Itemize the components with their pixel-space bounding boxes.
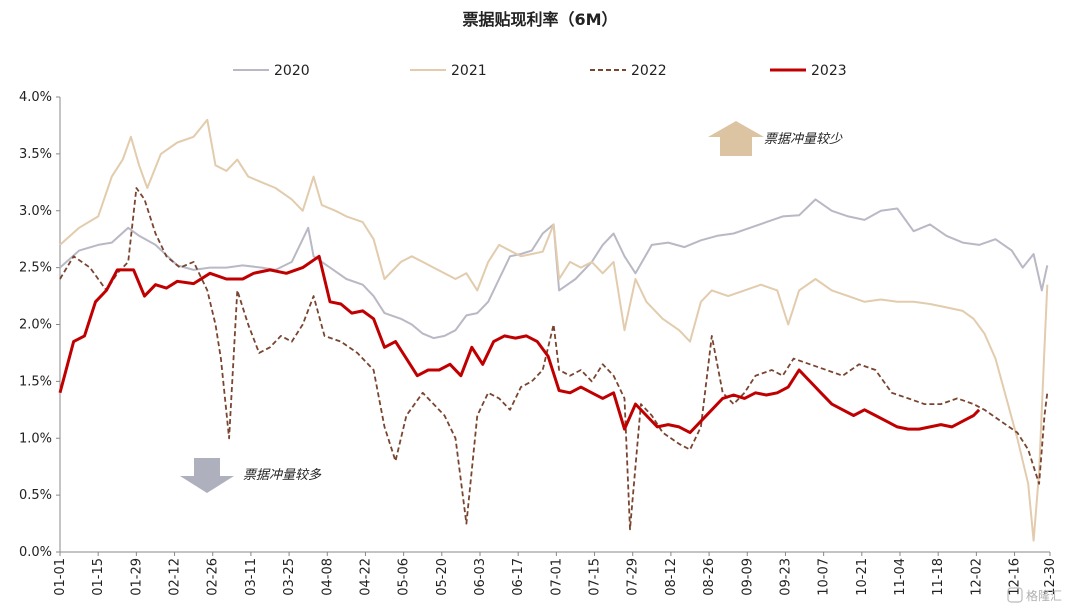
- x-tick-label: 02-26: [206, 558, 221, 596]
- series-line-2023: [58, 254, 981, 435]
- annotation-less-volume-text: 票据冲量较少: [764, 132, 843, 147]
- y-tick-label: 0.0%: [19, 545, 52, 560]
- y-tick-label: 2.5%: [19, 261, 52, 276]
- x-tick-label: 04-22: [358, 558, 373, 596]
- x-tick-label: 04-08: [320, 558, 335, 596]
- x-tick-label: 07-29: [626, 558, 641, 596]
- watermark-text: 格隆汇: [1026, 588, 1062, 603]
- chart-legend: 2020 2021 2022 2023: [233, 63, 847, 79]
- legend-label-2022: 2022: [631, 63, 667, 79]
- x-tick-label: 11-18: [931, 558, 946, 596]
- x-tick-label: 07-01: [549, 558, 564, 596]
- annotation-more-volume-text: 票据冲量较多: [243, 468, 322, 483]
- y-tick-label: 1.5%: [19, 374, 52, 389]
- y-tick-label: 3.0%: [19, 204, 52, 219]
- series-layer: [58, 118, 1049, 542]
- x-tick-label: 09-23: [778, 558, 793, 596]
- x-tick-label: 12-16: [1008, 558, 1023, 596]
- legend-label-2021: 2021: [451, 63, 487, 79]
- x-tick-label: 11-04: [893, 558, 908, 596]
- x-tick-label: 10-07: [817, 558, 832, 596]
- x-tick-label: 02-12: [168, 558, 183, 596]
- x-tick-label: 10-21: [855, 558, 870, 596]
- legend-label-2023: 2023: [811, 63, 847, 79]
- x-tick-label: 09-09: [740, 558, 755, 596]
- x-tick-label: 01-01: [53, 558, 68, 596]
- x-tick-label: 06-03: [473, 558, 488, 596]
- y-ticks: 0.0% 0.5% 1.0% 1.5% 2.0% 2.5% 3.0% 3.5% 4.0%: [19, 90, 60, 560]
- annotation-more-volume: 票据冲量较多: [180, 458, 322, 493]
- series-line-2020: [59, 198, 1049, 340]
- down-arrow-icon: [180, 458, 234, 493]
- up-arrow-icon: [708, 121, 764, 156]
- x-tick-label: 08-26: [702, 558, 717, 596]
- y-tick-label: 2.0%: [19, 318, 52, 333]
- watermark: 格隆汇: [1007, 587, 1062, 603]
- x-tick-label: 03-25: [282, 558, 297, 596]
- y-tick-label: 1.0%: [19, 431, 52, 446]
- y-tick-label: 0.5%: [19, 488, 52, 503]
- x-tick-label: 12-30: [1043, 558, 1058, 596]
- x-tick-label: 01-15: [91, 558, 106, 596]
- x-tick-label: 08-12: [664, 558, 679, 596]
- x-tick-label: 03-11: [244, 558, 259, 596]
- x-tick-label: 07-15: [588, 558, 603, 596]
- x-tick-label: 01-29: [129, 558, 144, 596]
- y-tick-label: 4.0%: [19, 90, 52, 105]
- x-tick-label: 12-02: [969, 558, 984, 596]
- x-tick-label: 05-06: [397, 558, 412, 596]
- x-tick-label: 05-20: [435, 558, 450, 596]
- watermark-logo-icon: [1007, 587, 1023, 603]
- y-tick-label: 3.5%: [19, 147, 52, 162]
- legend-label-2020: 2020: [274, 63, 310, 79]
- x-ticks: 01-01 01-15 01-29 02-12 02-26 03-11 03-25 04-08…: [53, 552, 1058, 596]
- chart-title: 票据贴现利率（6M）: [462, 10, 617, 29]
- annotation-less-volume: 票据冲量较少: [708, 121, 843, 156]
- x-tick-label: 06-17: [511, 558, 526, 596]
- series-line-2022: [59, 187, 1049, 531]
- series-line-2021: [59, 118, 1049, 542]
